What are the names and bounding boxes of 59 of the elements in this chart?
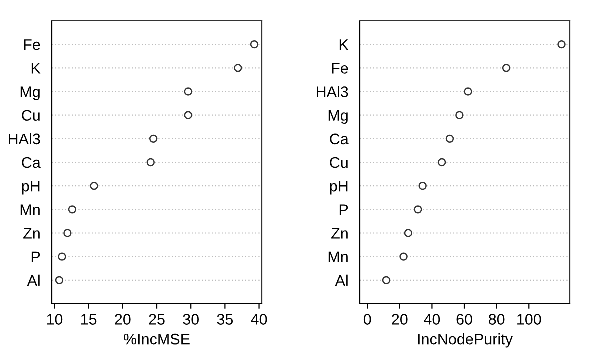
x-tick-label: 0 [364, 314, 372, 325]
y-tick-label: pH [22, 181, 40, 195]
point [446, 134, 454, 144]
point [184, 88, 192, 96]
point [149, 134, 158, 144]
point [418, 182, 427, 190]
y-tick-label: K [340, 40, 349, 50]
point [90, 182, 98, 190]
y-tick-label: HAl3 [9, 133, 40, 145]
y-tick-label: Mg [20, 86, 40, 100]
point [456, 111, 464, 120]
point [382, 276, 391, 285]
point [438, 158, 446, 167]
point [184, 111, 192, 120]
y-tick-label: Cu [22, 110, 40, 122]
x-tick-label: 40 [424, 314, 440, 325]
x-tick-label: 20 [115, 314, 131, 325]
y-tick-label: Al [335, 274, 348, 286]
y-tick-label: Cu [330, 157, 348, 168]
y-tick-label: HAl3 [317, 86, 348, 98]
x-tick-label: 20 [392, 314, 408, 325]
y-tick-label: pH [330, 181, 348, 195]
point [464, 88, 472, 96]
point [414, 206, 422, 214]
y-tick-label: Mn [20, 204, 40, 216]
x-tick-label: 30 [183, 314, 199, 325]
y-tick-label: Ca [22, 157, 41, 168]
point [250, 40, 259, 49]
y-tick-label: Fe [24, 40, 40, 50]
point [234, 64, 242, 72]
x-tick-label: 10 [47, 314, 63, 325]
x-tick-label: 35 [217, 314, 234, 325]
x-tick-label: 100 [518, 314, 542, 325]
x-tick-label: 15 [81, 314, 97, 325]
y-tick-label: Zn [24, 228, 40, 239]
point [558, 40, 566, 49]
y-tick-label: Mn [328, 252, 348, 262]
y-tick-label: Mg [328, 110, 348, 124]
y-tick-label: Al [27, 274, 40, 286]
point [146, 158, 155, 167]
point [502, 64, 511, 72]
x-tick-label: 80 [488, 314, 505, 325]
point [404, 229, 413, 238]
point [55, 276, 64, 285]
y-tick-label: P [340, 204, 348, 216]
x-tick-label: 40 [251, 314, 268, 325]
y-tick-label: Fe [332, 63, 348, 74]
y-tick-label: P [32, 252, 40, 262]
y-tick-label: K [32, 63, 41, 74]
x-axis-title: IncNodePurity [418, 334, 513, 348]
point [64, 229, 72, 238]
x-tick-label: 60 [456, 314, 472, 325]
y-tick-label: Zn [332, 228, 348, 239]
y-tick-label: Ca [330, 134, 349, 145]
point [68, 206, 77, 214]
point [400, 252, 408, 261]
x-axis-title: %IncMSE [124, 334, 190, 345]
point [58, 252, 66, 261]
x-tick-label: 25 [149, 314, 165, 325]
